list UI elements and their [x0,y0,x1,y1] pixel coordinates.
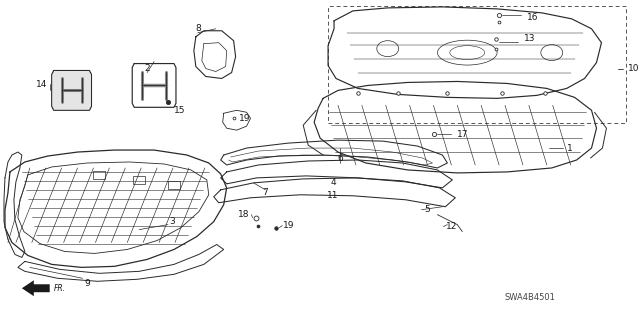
Text: 12: 12 [445,222,457,231]
Text: FR.: FR. [54,284,66,293]
Text: 11: 11 [327,191,339,200]
Text: 2: 2 [145,64,150,73]
Text: 3: 3 [169,217,175,226]
Bar [168,181,180,189]
Text: 9: 9 [84,279,90,288]
Text: 4: 4 [330,178,336,187]
Text: SWA4B4501: SWA4B4501 [504,293,556,302]
Polygon shape [52,71,90,109]
Text: 5: 5 [424,205,430,214]
Text: 19: 19 [239,114,250,123]
Text: 6: 6 [337,153,343,162]
Text: 8: 8 [195,24,201,33]
Text: 14: 14 [36,80,47,89]
Text: 16: 16 [527,13,538,22]
Text: 17: 17 [458,130,469,139]
Text: 1: 1 [566,144,572,152]
Text: 19: 19 [282,221,294,230]
Polygon shape [22,280,50,296]
Text: 13: 13 [524,34,536,43]
Text: 10: 10 [628,64,640,73]
Bar [328,6,627,123]
Text: 18: 18 [238,210,250,219]
Bar [133,176,145,184]
Text: 15: 15 [174,106,186,115]
Bar [93,171,106,179]
Text: 7: 7 [262,188,268,197]
